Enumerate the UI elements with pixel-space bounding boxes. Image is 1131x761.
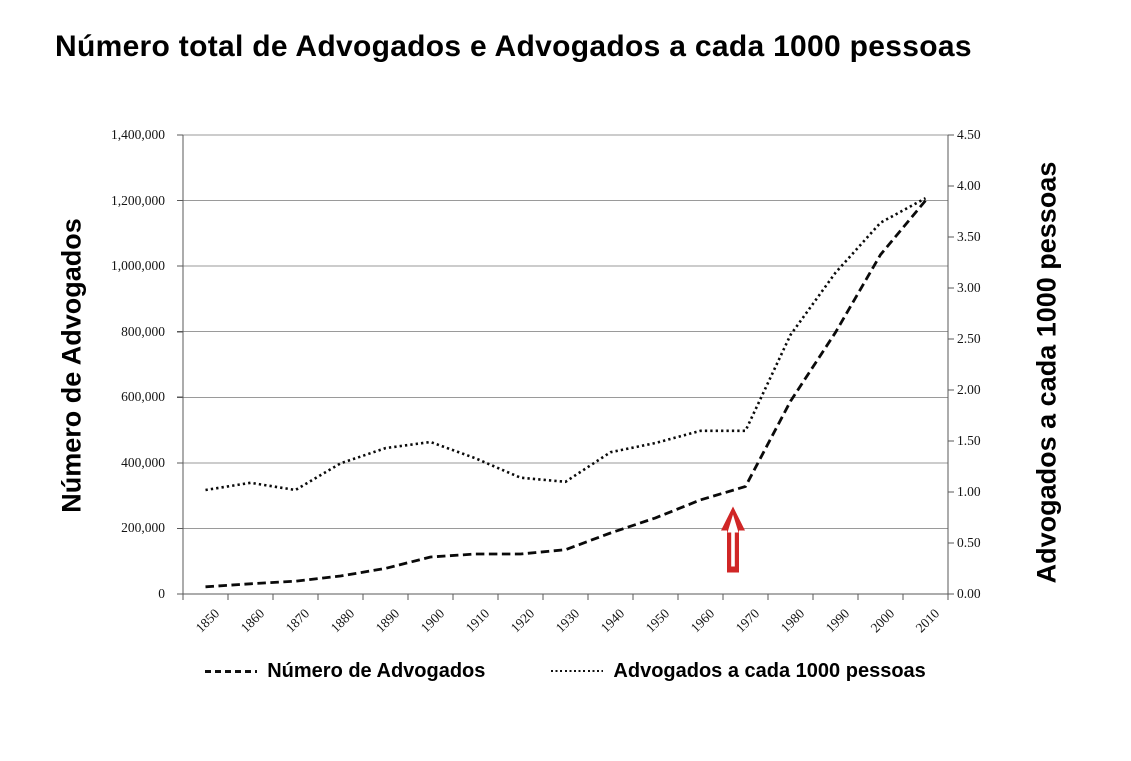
y-axis-tick-label-left: 1,000,000	[111, 258, 165, 274]
y-axis-tick-label-left: 400,000	[121, 454, 165, 470]
legend-item-numero-de-advogados: Número de Advogados	[205, 660, 485, 683]
y-axis-tick-label-right: 3.00	[957, 280, 981, 295]
y-axis-tick-label-right: 1.50	[957, 433, 981, 448]
series-line-advogados-por-1000	[205, 197, 927, 492]
legend-dotted-line-sample	[551, 669, 604, 673]
chart-title: Número total de Advogados e Advogados a …	[55, 30, 972, 63]
y-axis-tick-label-left: 600,000	[121, 389, 165, 405]
y-axis-tick-label-right: 0.50	[957, 535, 981, 550]
y-axis-tick-label-right: 3.50	[957, 229, 981, 244]
y-axis-tick-label-left: 800,000	[121, 323, 165, 339]
legend-label: Número de Advogados	[267, 659, 486, 682]
y-axis-tick-label-left: 1,200,000	[111, 192, 165, 208]
series-line-numero-de-advogados	[205, 199, 927, 589]
y-axis-tick-label-left: 0	[158, 586, 165, 601]
chart-legend: Número de Advogados Advogados a cada 100…	[183, 656, 948, 686]
y-axis-tick-label-right: 4.50	[957, 127, 981, 142]
y-axis-tick-label-right: 0.00	[957, 586, 981, 601]
legend-item-advogados-por-1000: Advogados a cada 1000 pessoas	[551, 659, 926, 683]
arrow-annotation-inner	[727, 514, 739, 567]
y-axis-tick-label-right: 2.00	[957, 382, 981, 397]
y-axis-tick-label-left: 1,400,000	[111, 127, 165, 142]
y-axis-tick-label-right: 1.00	[957, 484, 981, 499]
y-axis-tick-label-left: 200,000	[121, 520, 165, 536]
legend-label: Advogados a cada 1000 pessoas	[613, 659, 926, 682]
legend-dashed-line-sample	[205, 669, 258, 673]
y-axis-tick-label-right: 2.50	[957, 331, 981, 346]
y-axis-tick-label-right: 4.00	[957, 178, 981, 193]
